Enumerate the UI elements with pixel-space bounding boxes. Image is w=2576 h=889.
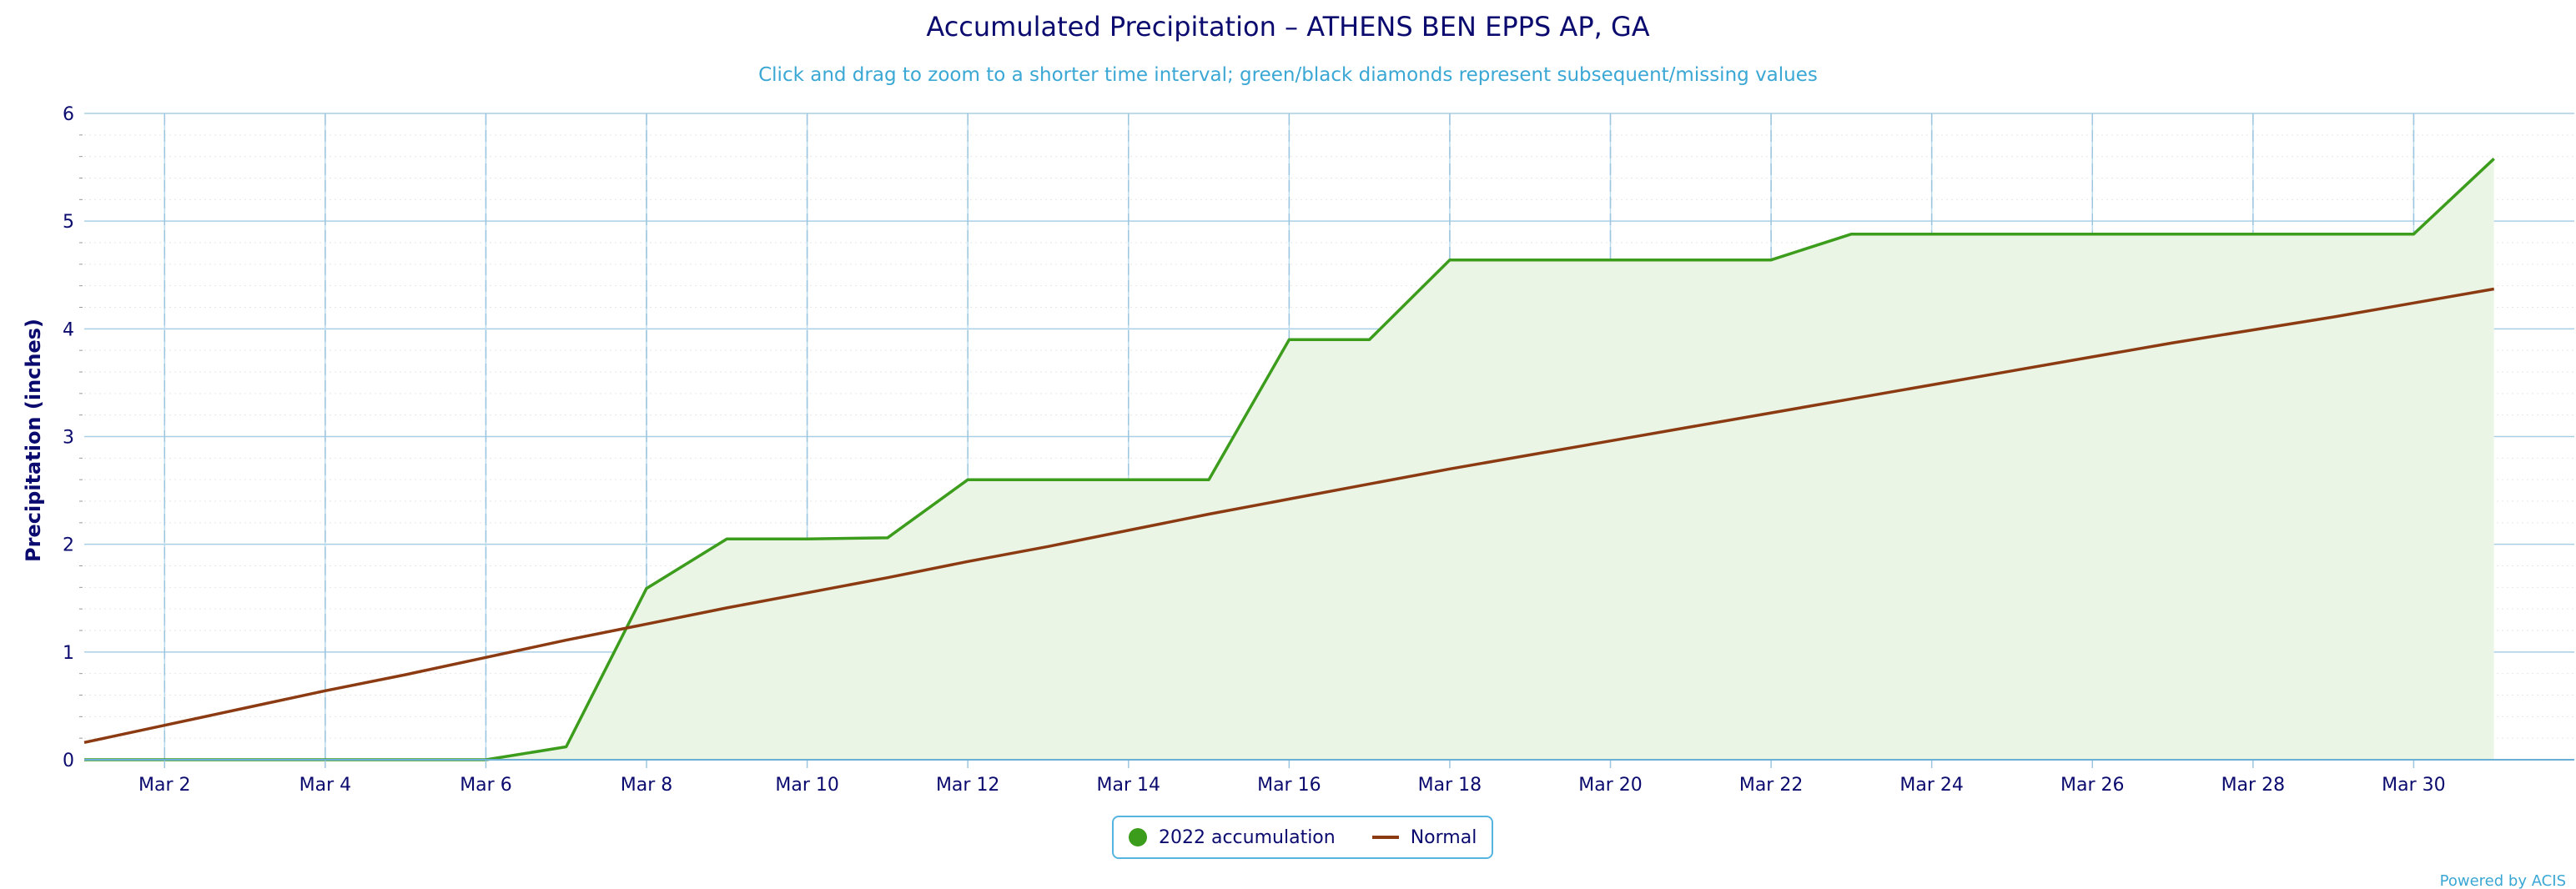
normal-point[interactable] — [2169, 339, 2177, 347]
normal-point[interactable] — [2329, 313, 2337, 321]
normal-point[interactable] — [1124, 526, 1133, 535]
accumulation-point[interactable] — [1928, 230, 1936, 239]
legend-label-accumulation: 2022 accumulation — [1159, 826, 1336, 848]
x-tick-label: Mar 4 — [299, 775, 352, 796]
accumulation-point[interactable] — [562, 743, 571, 751]
normal-point[interactable] — [1928, 381, 1936, 389]
accumulation-point[interactable] — [963, 475, 972, 484]
normal-line[interactable] — [83, 287, 2495, 745]
normal-point[interactable] — [1205, 510, 1213, 519]
y-tick-label: 1 — [63, 643, 74, 664]
normal-point[interactable] — [1767, 409, 1775, 417]
normal-point[interactable] — [722, 604, 731, 612]
normal-point[interactable] — [2249, 326, 2257, 334]
accumulation-point[interactable] — [1205, 475, 1213, 484]
accumulation-point[interactable] — [1366, 335, 1374, 344]
x-tick-label: Mar 16 — [1257, 775, 1321, 796]
plot-area[interactable] — [80, 154, 2498, 764]
normal-point[interactable] — [2490, 285, 2498, 294]
accumulation-point[interactable] — [2169, 230, 2177, 239]
accumulation-point[interactable] — [1124, 475, 1133, 484]
normal-point[interactable] — [1847, 394, 1855, 403]
axes: 0 1 2 3 4 5 6 Mar 2 Mar 4 Mar 6 Mar 8 Mar 10 Mar 12 M… — [63, 104, 2574, 796]
accumulation-point[interactable] — [2329, 230, 2337, 239]
accumulation-point[interactable] — [1044, 475, 1052, 484]
credit-link[interactable]: Powered by ACIS — [2440, 872, 2566, 889]
x-tick-label: Mar 20 — [1578, 775, 1643, 796]
accumulation-point[interactable] — [803, 535, 812, 543]
normal-point[interactable] — [1366, 480, 1374, 488]
normal-point[interactable] — [1044, 542, 1052, 550]
normal-point[interactable] — [2008, 367, 2016, 375]
normal-point[interactable] — [2409, 299, 2418, 307]
x-tick-label: Mar 8 — [621, 775, 673, 796]
y-tick-label: 6 — [63, 104, 74, 125]
accumulation-point[interactable] — [1607, 256, 1615, 264]
accumulation-point[interactable] — [2088, 230, 2096, 239]
accumulation-point[interactable] — [883, 534, 892, 542]
normal-point[interactable] — [1446, 465, 1454, 473]
legend: 2022 accumulation Normal — [1112, 816, 1494, 859]
chart-subtitle: Click and drag to zoom to a shorter time… — [758, 64, 1818, 86]
x-tick-label: Mar 28 — [2221, 775, 2286, 796]
accumulation-point[interactable] — [2008, 230, 2016, 239]
normal-point[interactable] — [1687, 423, 1695, 431]
normal-point[interactable] — [401, 671, 410, 679]
accumulation-point[interactable] — [1446, 256, 1454, 264]
x-tick-label: Mar 12 — [936, 775, 1000, 796]
normal-point[interactable] — [963, 557, 972, 565]
normal-point[interactable] — [1607, 437, 1615, 445]
y-tick-label: 5 — [63, 212, 74, 233]
legend-item-normal[interactable]: Normal — [1371, 826, 1477, 848]
normal-line-icon — [1371, 836, 1399, 839]
accumulation-point[interactable] — [1767, 256, 1775, 264]
x-tick-label: Mar 24 — [1899, 775, 1964, 796]
x-tick-label: Mar 22 — [1739, 775, 1804, 796]
accumulation-point[interactable] — [642, 585, 651, 593]
normal-point[interactable] — [642, 620, 651, 628]
normal-point[interactable] — [2088, 353, 2096, 361]
x-tick-label: Mar 30 — [2382, 775, 2446, 796]
legend-label-normal: Normal — [1410, 826, 1477, 848]
normal-point[interactable] — [321, 686, 330, 695]
normal-point[interactable] — [562, 636, 571, 645]
x-tick-label: Mar 18 — [1418, 775, 1482, 796]
y-axis-label: Precipitation (inches) — [22, 319, 45, 562]
normal-point[interactable] — [160, 721, 169, 730]
legend-item-accumulation[interactable]: 2022 accumulation — [1129, 827, 1336, 848]
y-tick-label: 3 — [63, 428, 74, 449]
normal-point[interactable] — [241, 704, 249, 712]
x-tick-label: Mar 6 — [460, 775, 512, 796]
y-tick-label: 0 — [63, 751, 74, 771]
accumulation-point[interactable] — [722, 535, 731, 543]
accumulation-point[interactable] — [2409, 230, 2418, 239]
accumulation-point[interactable] — [2249, 230, 2257, 239]
accumulation-area — [84, 158, 2494, 761]
accumulation-point[interactable] — [1526, 256, 1534, 264]
chart-title: Accumulated Precipitation – ATHENS BEN E… — [926, 11, 1649, 43]
normal-point[interactable] — [481, 653, 490, 661]
normal-point[interactable] — [1526, 450, 1534, 459]
normal-point[interactable] — [80, 738, 88, 746]
x-tick-label: Mar 10 — [775, 775, 839, 796]
y-tick-label: 2 — [63, 535, 74, 556]
accumulation-point[interactable] — [1285, 335, 1293, 344]
y-tick-label: 4 — [63, 319, 74, 340]
normal-point[interactable] — [803, 589, 812, 597]
accumulation-point[interactable] — [1847, 230, 1855, 239]
accumulation-point[interactable] — [1687, 256, 1695, 264]
x-tick-label: Mar 2 — [138, 775, 191, 796]
normal-point[interactable] — [1285, 495, 1293, 503]
x-tick-label: Mar 14 — [1097, 775, 1161, 796]
accumulation-dot-icon — [1129, 828, 1147, 846]
x-tick-label: Mar 26 — [2060, 775, 2125, 796]
normal-point[interactable] — [883, 574, 892, 582]
accumulation-point[interactable] — [2490, 154, 2498, 163]
